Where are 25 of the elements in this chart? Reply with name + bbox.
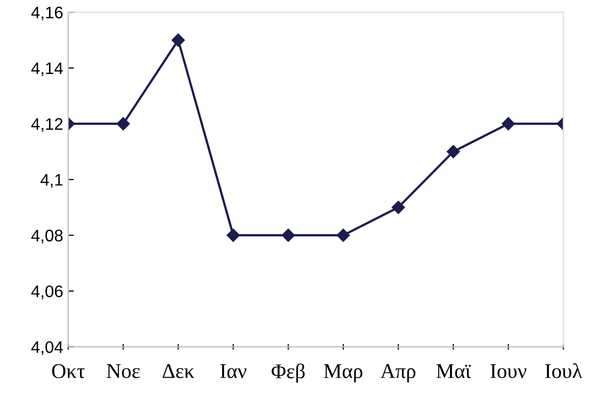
x-tick-label: Φεβ	[272, 363, 305, 383]
y-tick-label: 4,12	[31, 118, 62, 132]
x-tick-label: Μαρ	[324, 364, 362, 382]
x-tick-label: Δεκ	[162, 364, 194, 378]
y-tick-label: 4,14	[31, 62, 63, 76]
point	[116, 117, 130, 130]
point	[446, 145, 460, 158]
point	[392, 200, 405, 214]
point	[172, 34, 185, 47]
x-tick-label: Ιουν	[490, 364, 526, 378]
point	[226, 228, 240, 242]
x-tick-label: Ιαν	[220, 364, 246, 378]
y-tick-label: 4,16	[31, 6, 63, 20]
x-tick-label: Οκτ	[52, 364, 85, 378]
x-tick-label: Μαϊ	[436, 364, 471, 378]
point	[502, 117, 515, 130]
x-tick-label: Απρ	[380, 364, 416, 382]
y-tick-label: 4,08	[31, 230, 63, 244]
x-tick-label: Νοε	[106, 364, 140, 378]
point	[336, 228, 350, 242]
y-tick-label: 4,1	[40, 174, 63, 188]
y-tick-label: 4,04	[31, 341, 63, 355]
x-tick-label: Ιουλ	[545, 363, 582, 378]
point	[282, 228, 295, 242]
y-tick-label: 4,06	[31, 285, 63, 300]
